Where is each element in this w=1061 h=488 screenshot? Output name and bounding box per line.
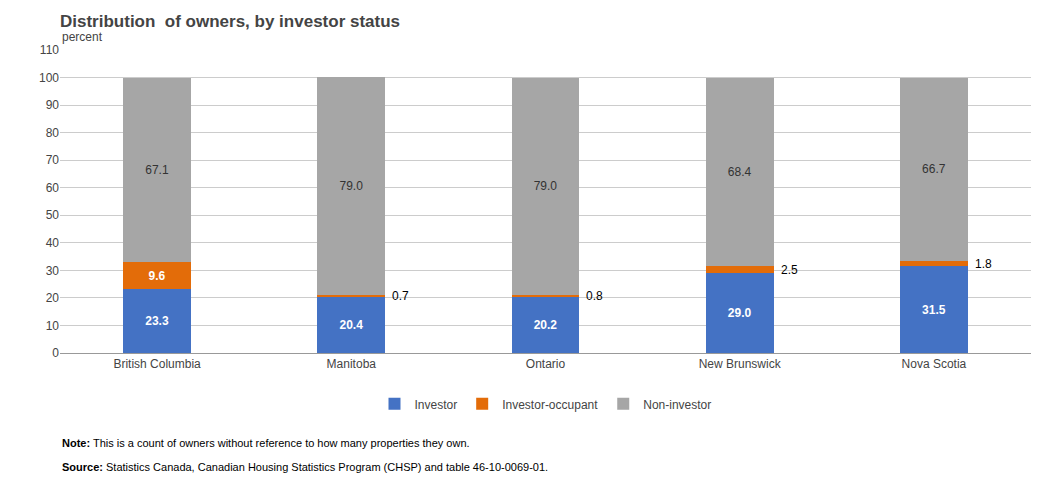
svg-text:British Columbia: British Columbia bbox=[113, 357, 201, 371]
svg-text:2.5: 2.5 bbox=[781, 263, 798, 277]
svg-text:66.7: 66.7 bbox=[922, 162, 946, 176]
svg-text:70: 70 bbox=[46, 153, 60, 167]
svg-text:79.0: 79.0 bbox=[534, 179, 558, 193]
svg-text:20.4: 20.4 bbox=[339, 318, 363, 332]
svg-text:New Brunswick: New Brunswick bbox=[699, 357, 782, 371]
svg-text:23.3: 23.3 bbox=[145, 314, 169, 328]
svg-text:Nova Scotia: Nova Scotia bbox=[902, 357, 967, 371]
svg-text:0.8: 0.8 bbox=[586, 289, 603, 303]
svg-text:Note: This is a count of owner: Note: This is a count of owners without … bbox=[62, 437, 470, 449]
svg-text:90: 90 bbox=[46, 98, 60, 112]
svg-text:Investor: Investor bbox=[415, 398, 458, 412]
svg-text:60: 60 bbox=[46, 181, 60, 195]
svg-text:31.5: 31.5 bbox=[922, 303, 946, 317]
svg-text:40: 40 bbox=[46, 236, 60, 250]
svg-text:79.0: 79.0 bbox=[339, 179, 363, 193]
svg-text:9.6: 9.6 bbox=[149, 269, 166, 283]
svg-text:29.0: 29.0 bbox=[728, 306, 752, 320]
svg-text:100: 100 bbox=[39, 71, 59, 85]
svg-text:50: 50 bbox=[46, 208, 60, 222]
svg-text:20: 20 bbox=[46, 291, 60, 305]
svg-text:68.4: 68.4 bbox=[728, 165, 752, 179]
svg-text:Ontario: Ontario bbox=[526, 357, 566, 371]
svg-text:0.7: 0.7 bbox=[392, 289, 409, 303]
svg-text:Distribution of owners, by in: Distribution of owners, by investor stat… bbox=[60, 12, 400, 31]
svg-text:Manitoba: Manitoba bbox=[327, 357, 377, 371]
svg-text:30: 30 bbox=[46, 264, 60, 278]
svg-text:0: 0 bbox=[52, 346, 59, 360]
svg-text:67.1: 67.1 bbox=[145, 163, 169, 177]
svg-text:1.8: 1.8 bbox=[975, 257, 992, 271]
svg-text:10: 10 bbox=[46, 319, 60, 333]
svg-text:Non-investor: Non-investor bbox=[643, 398, 711, 412]
svg-text:Investor-occupant: Investor-occupant bbox=[502, 398, 598, 412]
svg-text:110: 110 bbox=[40, 43, 59, 57]
svg-text:20.2: 20.2 bbox=[534, 318, 558, 332]
svg-text:80: 80 bbox=[46, 126, 60, 140]
svg-text:Source: Statistics Canada, Can: Source: Statistics Canada, Canadian Hous… bbox=[62, 461, 548, 473]
svg-text:percent: percent bbox=[62, 30, 103, 44]
